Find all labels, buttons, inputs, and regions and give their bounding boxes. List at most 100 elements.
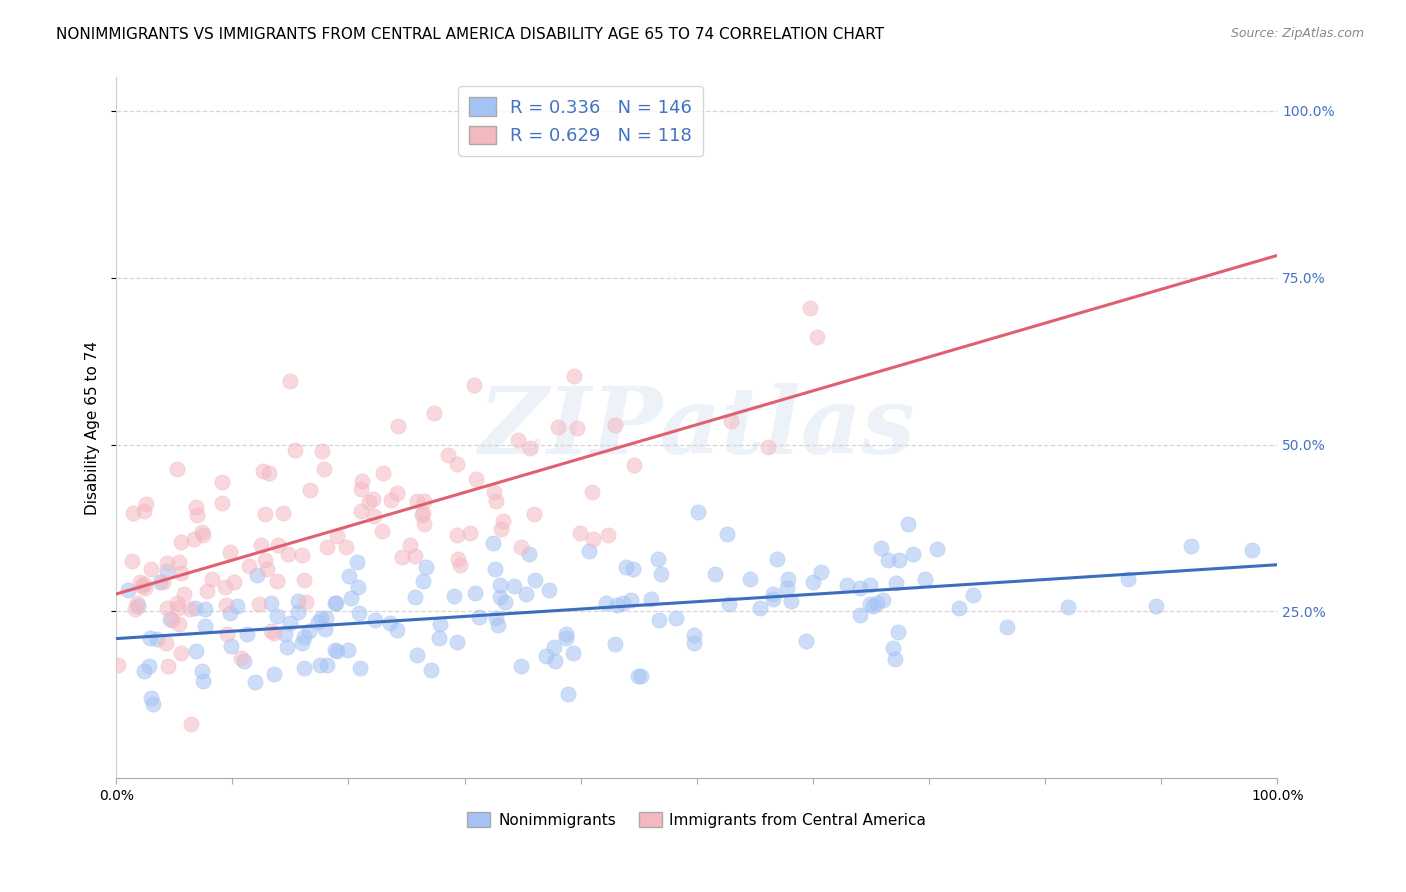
Point	[391, 549, 413, 564]
Point	[191, 525, 214, 540]
Point	[882, 640, 904, 655]
Point	[193, 527, 215, 541]
Point	[543, 640, 565, 654]
Point	[482, 536, 505, 550]
Point	[534, 648, 557, 663]
Point	[138, 658, 160, 673]
Point	[149, 575, 172, 590]
Point	[866, 596, 889, 610]
Point	[156, 564, 179, 578]
Point	[219, 606, 242, 620]
Point	[194, 619, 217, 633]
Point	[889, 553, 911, 567]
Point	[762, 592, 785, 607]
Point	[117, 583, 139, 598]
Point	[378, 616, 401, 631]
Point	[219, 545, 242, 559]
Point	[385, 623, 408, 637]
Point	[762, 587, 785, 601]
Point	[219, 639, 242, 653]
Point	[458, 525, 481, 540]
Point	[446, 528, 468, 542]
Point	[876, 552, 898, 566]
Point	[134, 504, 156, 518]
Point	[183, 532, 205, 546]
Point	[380, 492, 402, 507]
Point	[349, 606, 371, 620]
Point	[252, 464, 274, 478]
Point	[124, 602, 146, 616]
Point	[267, 538, 290, 552]
Point	[603, 636, 626, 650]
Point	[170, 535, 193, 549]
Point	[295, 595, 318, 609]
Point	[849, 607, 872, 622]
Point	[543, 654, 565, 668]
Point	[260, 624, 283, 639]
Point	[129, 574, 152, 589]
Point	[307, 615, 329, 629]
Point	[849, 581, 872, 595]
Point	[506, 434, 529, 448]
Point	[627, 669, 650, 683]
Point	[278, 616, 301, 631]
Point	[562, 369, 585, 384]
Point	[263, 666, 285, 681]
Point	[765, 552, 787, 566]
Point	[167, 616, 190, 631]
Point	[387, 418, 409, 433]
Point	[340, 591, 363, 606]
Point	[1144, 599, 1167, 614]
Point	[357, 495, 380, 509]
Point	[291, 636, 314, 650]
Point	[603, 418, 626, 433]
Point	[412, 574, 434, 588]
Point	[557, 687, 579, 701]
Point	[794, 633, 817, 648]
Point	[179, 602, 201, 616]
Point	[405, 648, 427, 662]
Point	[159, 611, 181, 625]
Point	[415, 559, 437, 574]
Point	[134, 581, 156, 595]
Point	[325, 529, 347, 543]
Legend: Nonimmigrants, Immigrants from Central America: Nonimmigrants, Immigrants from Central A…	[461, 805, 932, 834]
Point	[291, 548, 314, 562]
Point	[446, 634, 468, 648]
Point	[292, 630, 315, 644]
Point	[263, 626, 285, 640]
Point	[887, 624, 910, 639]
Point	[447, 552, 470, 566]
Point	[236, 626, 259, 640]
Point	[287, 593, 309, 607]
Point	[995, 620, 1018, 634]
Point	[257, 466, 280, 480]
Point	[927, 542, 949, 557]
Point	[247, 597, 270, 611]
Point	[278, 374, 301, 388]
Point	[901, 547, 924, 561]
Point	[682, 628, 704, 642]
Point	[406, 494, 429, 508]
Point	[688, 505, 710, 519]
Point	[325, 596, 347, 610]
Point	[346, 555, 368, 569]
Point	[489, 591, 512, 605]
Point	[166, 596, 188, 610]
Point	[132, 664, 155, 678]
Point	[231, 650, 253, 665]
Point	[1240, 543, 1263, 558]
Point	[347, 581, 370, 595]
Point	[287, 605, 309, 619]
Point	[883, 652, 905, 666]
Point	[323, 642, 346, 657]
Point	[226, 599, 249, 614]
Point	[412, 506, 434, 520]
Point	[582, 532, 605, 546]
Point	[214, 580, 236, 594]
Point	[170, 646, 193, 660]
Point	[837, 577, 859, 591]
Point	[523, 507, 546, 521]
Point	[547, 420, 569, 434]
Point	[337, 568, 360, 582]
